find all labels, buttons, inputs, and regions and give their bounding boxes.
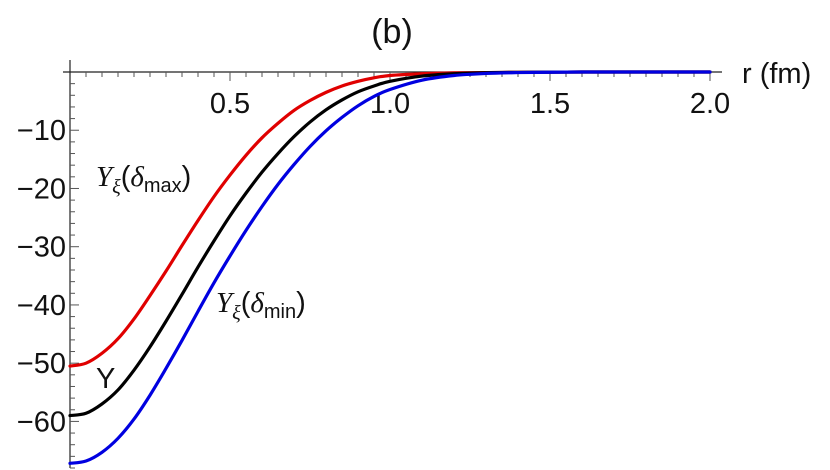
y-tick-label: −10 bbox=[17, 115, 66, 147]
y-tick-label: −20 bbox=[17, 173, 66, 205]
series-y bbox=[68, 70, 712, 418]
series-layer bbox=[68, 70, 712, 465]
label-ymax-paren-open: ( bbox=[121, 161, 131, 193]
label-ymax-main: Y bbox=[96, 161, 115, 193]
label-y-xi-delta-min: Yξ(δmin) bbox=[216, 287, 306, 324]
x-tick-label: 1.5 bbox=[530, 88, 570, 120]
label-y-xi-delta-max: Yξ(δmax) bbox=[96, 161, 191, 198]
y-tick-label: −60 bbox=[17, 406, 66, 438]
x-tick-label: 0.5 bbox=[210, 88, 250, 120]
y-tick-label: −50 bbox=[17, 348, 66, 380]
chart-title: (b) bbox=[371, 13, 413, 51]
label-ymax-sub: max bbox=[144, 175, 182, 197]
x-tick-label: 2.0 bbox=[690, 88, 730, 120]
label-ymin-delta: δ bbox=[250, 287, 264, 319]
y-ticks: −10 −20 −30 −40 −50 −60 bbox=[17, 83, 79, 469]
y-tick-label: −40 bbox=[17, 290, 66, 322]
series-y-xi-delta-min bbox=[68, 70, 712, 465]
label-ymin-paren-close: ) bbox=[296, 287, 306, 319]
y-tick-label: −30 bbox=[17, 232, 66, 264]
label-ymax-paren-close: ) bbox=[182, 161, 192, 193]
label-ymax-xi: ξ bbox=[112, 176, 121, 198]
label-y: Y bbox=[96, 363, 115, 395]
label-ymin-sub: min bbox=[264, 301, 296, 323]
x-axis-label: r (fm) bbox=[742, 58, 811, 90]
x-ticks: 0.5 1.0 1.5 2.0 bbox=[85, 72, 730, 120]
label-ymin-main: Y bbox=[216, 287, 235, 319]
label-ymin-xi: ξ bbox=[232, 302, 241, 324]
label-ymin-paren-open: ( bbox=[241, 287, 251, 319]
label-ymax-delta: δ bbox=[130, 161, 144, 193]
x-tick-label: 1.0 bbox=[370, 88, 410, 120]
